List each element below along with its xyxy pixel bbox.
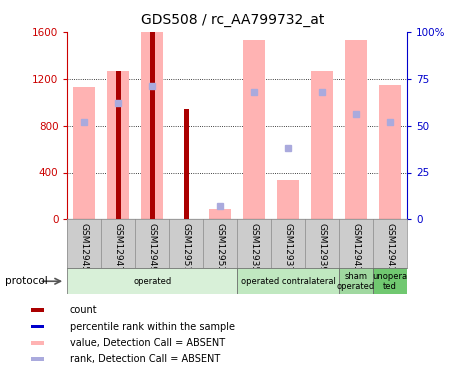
Bar <box>116 70 121 219</box>
Bar <box>141 32 163 219</box>
Text: protocol: protocol <box>5 276 47 286</box>
Text: percentile rank within the sample: percentile rank within the sample <box>70 321 235 332</box>
Bar <box>32 341 44 345</box>
Text: GSM12937: GSM12937 <box>284 223 292 272</box>
Bar <box>150 32 155 219</box>
Bar <box>345 40 367 219</box>
Bar <box>277 180 299 219</box>
Bar <box>184 109 189 219</box>
Bar <box>311 70 333 219</box>
Bar <box>32 325 44 328</box>
Bar <box>379 85 401 219</box>
Text: GDS508 / rc_AA799732_at: GDS508 / rc_AA799732_at <box>141 13 324 27</box>
Text: GSM12945: GSM12945 <box>80 223 89 272</box>
Bar <box>209 209 231 219</box>
Text: operated: operated <box>133 277 172 286</box>
Bar <box>73 87 95 219</box>
Text: GSM12935: GSM12935 <box>250 223 259 272</box>
Bar <box>107 70 129 219</box>
Text: GSM12953: GSM12953 <box>216 223 225 272</box>
Text: operated contralateral: operated contralateral <box>240 277 336 286</box>
Bar <box>32 308 44 312</box>
Text: GSM12939: GSM12939 <box>318 223 326 272</box>
Bar <box>237 268 339 294</box>
Text: rank, Detection Call = ABSENT: rank, Detection Call = ABSENT <box>70 354 220 364</box>
Bar <box>243 40 265 219</box>
Bar <box>67 268 237 294</box>
Bar <box>339 268 373 294</box>
Text: value, Detection Call = ABSENT: value, Detection Call = ABSENT <box>70 338 225 348</box>
Text: GSM12941: GSM12941 <box>385 223 394 272</box>
Text: GSM12947: GSM12947 <box>114 223 123 272</box>
Bar <box>32 357 44 361</box>
Bar <box>373 268 407 294</box>
Text: sham
operated: sham operated <box>337 272 375 291</box>
Text: unopera
ted: unopera ted <box>372 272 407 291</box>
Text: GSM12951: GSM12951 <box>182 223 191 272</box>
Text: GSM12949: GSM12949 <box>148 223 157 272</box>
Text: GSM12943: GSM12943 <box>352 223 360 272</box>
Text: count: count <box>70 305 98 315</box>
